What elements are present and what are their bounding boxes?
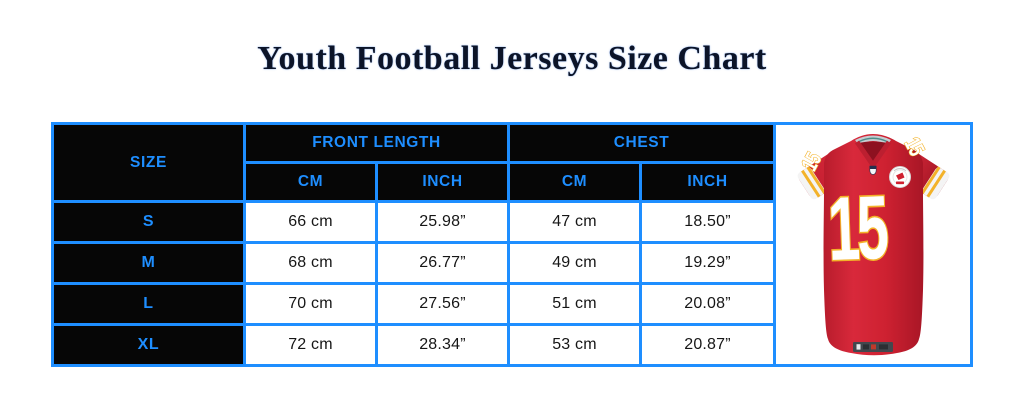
header-row-units: CM INCH CM INCH <box>52 161 971 203</box>
header-size: SIZE <box>50 122 246 203</box>
size-chart-table: SIZE FRONT LENGTH CHEST <box>50 122 974 367</box>
jersey-chest-number: 15 <box>826 176 889 278</box>
jersey-image-cell: 15 15 15 <box>773 122 974 367</box>
size-label-xl: XL <box>50 323 246 367</box>
jersey-body <box>823 133 923 355</box>
size-label-m: M <box>50 241 246 285</box>
front-inch-s: 25.98” <box>374 200 511 244</box>
front-cm-xl: 72 cm <box>242 323 378 367</box>
header-chest-cm: CM <box>507 161 642 203</box>
table-row-xl: XL 72 cm 28.34” 53 cm 20.87” <box>50 323 971 367</box>
front-inch-xl: 28.34” <box>374 323 511 367</box>
size-chart-page: Youth Football Jerseys Size Chart SIZE F… <box>0 40 1024 418</box>
chest-inch-m: 19.29” <box>638 241 777 285</box>
table-row-l: L 70 cm 27.56” 51 cm 20.08” <box>50 282 971 326</box>
chest-cm-m: 49 cm <box>507 241 642 285</box>
size-label-s: S <box>50 200 246 244</box>
chest-inch-l: 20.08” <box>638 282 777 326</box>
header-front-length: FRONT LENGTH <box>242 122 511 164</box>
front-inch-m: 26.77” <box>374 241 511 285</box>
team-patch-icon <box>888 165 911 188</box>
header-chest: CHEST <box>506 122 777 164</box>
chest-cm-l: 51 cm <box>507 282 642 326</box>
front-inch-l: 27.56” <box>374 282 511 326</box>
header-chest-inch: INCH <box>638 161 777 203</box>
nfl-shield-icon <box>869 165 877 175</box>
chest-cm-xl: 53 cm <box>507 323 642 367</box>
nike-swoosh-icon <box>927 205 944 216</box>
jersey-jock-tag <box>852 341 893 352</box>
size-label-l: L <box>50 282 246 326</box>
front-cm-s: 66 cm <box>242 200 378 244</box>
header-front-inch: INCH <box>374 161 511 203</box>
header-front-cm: CM <box>242 161 378 203</box>
chest-inch-s: 18.50” <box>638 200 777 244</box>
front-cm-m: 68 cm <box>242 241 378 285</box>
chest-inch-xl: 20.87” <box>638 323 777 367</box>
header-row-groups: SIZE FRONT LENGTH CHEST <box>50 122 974 367</box>
jersey-photo: 15 15 15 <box>797 133 949 355</box>
jersey-collar <box>854 135 891 167</box>
table-row-s: S 66 cm 25.98” 47 cm 18.50” <box>50 200 971 244</box>
chest-cm-s: 47 cm <box>507 200 642 244</box>
page-title: Youth Football Jerseys Size Chart <box>257 40 767 77</box>
front-cm-l: 70 cm <box>242 282 378 326</box>
table-row-m: M 68 cm 26.77” 49 cm 19.29” <box>50 241 971 285</box>
